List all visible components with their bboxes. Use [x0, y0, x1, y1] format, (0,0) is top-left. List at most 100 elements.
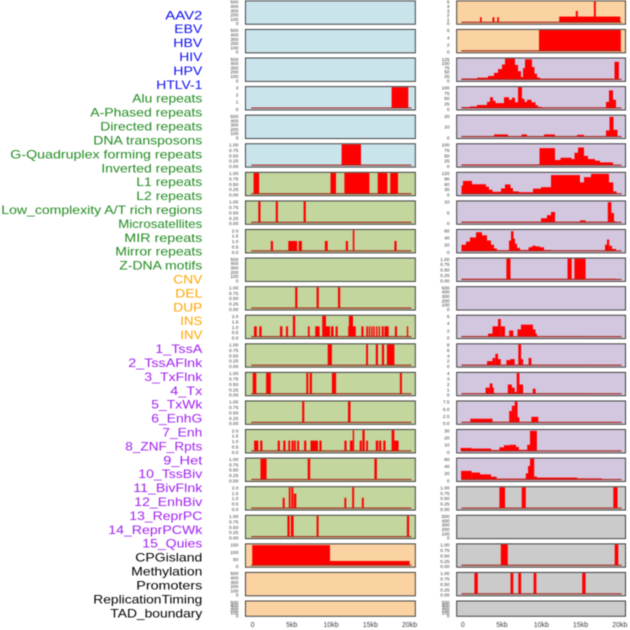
svg-text:2.0: 2.0 — [232, 485, 239, 491]
svg-text:25: 25 — [444, 159, 450, 165]
svg-text:200: 200 — [230, 41, 238, 47]
svg-text:300: 300 — [230, 8, 238, 14]
svg-text:500: 500 — [230, 571, 238, 577]
svg-text:50: 50 — [444, 96, 450, 102]
svg-text:20kb: 20kb — [612, 622, 627, 629]
svg-text:100: 100 — [442, 61, 450, 67]
svg-text:30: 30 — [444, 428, 450, 434]
svg-text:0.00: 0.00 — [229, 307, 239, 313]
svg-text:75: 75 — [444, 148, 450, 154]
svg-text:10: 10 — [444, 443, 450, 449]
svg-text:0: 0 — [447, 336, 450, 342]
svg-text:300: 300 — [230, 605, 238, 611]
svg-text:2.5: 2.5 — [443, 414, 450, 420]
svg-text:200: 200 — [230, 270, 238, 276]
svg-text:2: 2 — [236, 93, 239, 99]
svg-text:13_ReprPC: 13_ReprPC — [129, 509, 202, 523]
svg-text:0.5: 0.5 — [232, 244, 239, 250]
svg-text:1.00: 1.00 — [229, 285, 239, 291]
svg-text:200: 200 — [230, 127, 238, 133]
svg-text:0.25: 0.25 — [229, 530, 239, 536]
svg-text:0.50: 0.50 — [229, 153, 239, 159]
svg-text:0.75: 0.75 — [229, 291, 239, 297]
svg-text:15_Quies: 15_Quies — [142, 537, 202, 551]
svg-text:CNV: CNV — [173, 273, 202, 287]
svg-text:0.75: 0.75 — [440, 262, 450, 268]
svg-text:8: 8 — [447, 343, 450, 349]
svg-text:100: 100 — [442, 85, 450, 91]
svg-text:0.50: 0.50 — [229, 296, 239, 302]
svg-text:400: 400 — [230, 118, 238, 124]
svg-text:300: 300 — [442, 523, 450, 529]
svg-text:10_TssBiv: 10_TssBiv — [138, 467, 202, 481]
svg-text:0: 0 — [447, 107, 450, 113]
svg-text:100: 100 — [230, 45, 238, 51]
svg-text:60: 60 — [444, 182, 450, 188]
svg-text:0.0: 0.0 — [232, 507, 239, 513]
svg-text:1.00: 1.00 — [229, 400, 239, 406]
svg-text:HBV: HBV — [173, 36, 202, 50]
svg-text:0: 0 — [447, 164, 450, 170]
svg-text:9_Het: 9_Het — [163, 453, 203, 467]
svg-text:100: 100 — [442, 303, 450, 309]
svg-text:400: 400 — [230, 603, 238, 609]
svg-text:4: 4 — [447, 321, 450, 327]
svg-text:10kb: 10kb — [324, 622, 339, 629]
svg-text:2.0: 2.0 — [232, 428, 239, 434]
svg-text:0.50: 0.50 — [229, 353, 239, 359]
svg-text:200: 200 — [442, 298, 450, 304]
svg-text:0.75: 0.75 — [440, 548, 450, 554]
svg-text:1.00: 1.00 — [229, 514, 239, 520]
svg-text:0.25: 0.25 — [229, 387, 239, 393]
svg-text:0: 0 — [447, 135, 450, 141]
svg-text:0: 0 — [236, 278, 239, 284]
svg-text:300: 300 — [230, 580, 238, 586]
svg-text:0: 0 — [447, 536, 450, 542]
svg-text:0: 0 — [447, 364, 450, 370]
svg-text:0: 0 — [236, 613, 239, 619]
svg-text:Microsatellites: Microsatellites — [118, 217, 202, 231]
svg-text:10kb: 10kb — [534, 622, 549, 629]
svg-text:Directed repeats: Directed repeats — [100, 120, 202, 134]
svg-text:MIR repeats: MIR repeats — [124, 231, 202, 245]
svg-text:0.00: 0.00 — [440, 593, 450, 599]
svg-text:1.5: 1.5 — [232, 434, 239, 440]
svg-text:A-Phased repeats: A-Phased repeats — [90, 106, 202, 120]
svg-text:5: 5 — [447, 0, 450, 6]
svg-text:500: 500 — [230, 0, 238, 6]
svg-text:0: 0 — [447, 250, 450, 256]
svg-text:200: 200 — [230, 70, 238, 76]
svg-text:0: 0 — [236, 135, 239, 141]
svg-text:300: 300 — [230, 265, 238, 271]
svg-text:5_TxWk: 5_TxWk — [151, 398, 203, 412]
svg-text:12_EnhBiv: 12_EnhBiv — [134, 495, 202, 509]
svg-text:1.0: 1.0 — [232, 496, 239, 502]
svg-text:100: 100 — [230, 611, 238, 617]
svg-text:Alu repeats: Alu repeats — [132, 92, 202, 106]
svg-text:0: 0 — [447, 193, 450, 199]
svg-text:6_EnhG: 6_EnhG — [151, 412, 202, 426]
svg-text:0.50: 0.50 — [440, 496, 450, 502]
svg-text:ReplicationTiming: ReplicationTiming — [93, 592, 202, 606]
svg-text:0: 0 — [447, 221, 450, 227]
svg-text:DEL: DEL — [175, 286, 202, 300]
svg-text:100: 100 — [442, 143, 450, 149]
svg-text:400: 400 — [442, 290, 450, 296]
svg-text:300: 300 — [442, 605, 450, 611]
svg-text:Promoters: Promoters — [136, 578, 202, 592]
svg-text:0: 0 — [236, 78, 239, 84]
svg-text:0.25: 0.25 — [229, 216, 239, 222]
svg-text:75: 75 — [444, 91, 450, 97]
svg-text:1.00: 1.00 — [229, 143, 239, 149]
svg-text:15kb: 15kb — [573, 622, 588, 629]
svg-text:200: 200 — [442, 608, 450, 614]
svg-text:10: 10 — [444, 200, 450, 206]
svg-text:0: 0 — [236, 21, 239, 27]
svg-text:0: 0 — [236, 107, 239, 113]
svg-text:200: 200 — [230, 584, 238, 590]
svg-text:AAV2: AAV2 — [165, 8, 202, 22]
svg-text:0: 0 — [447, 613, 450, 619]
svg-text:150: 150 — [230, 543, 238, 549]
svg-text:1.00: 1.00 — [229, 371, 239, 377]
svg-text:Z-DNA motifs: Z-DNA motifs — [119, 259, 202, 273]
